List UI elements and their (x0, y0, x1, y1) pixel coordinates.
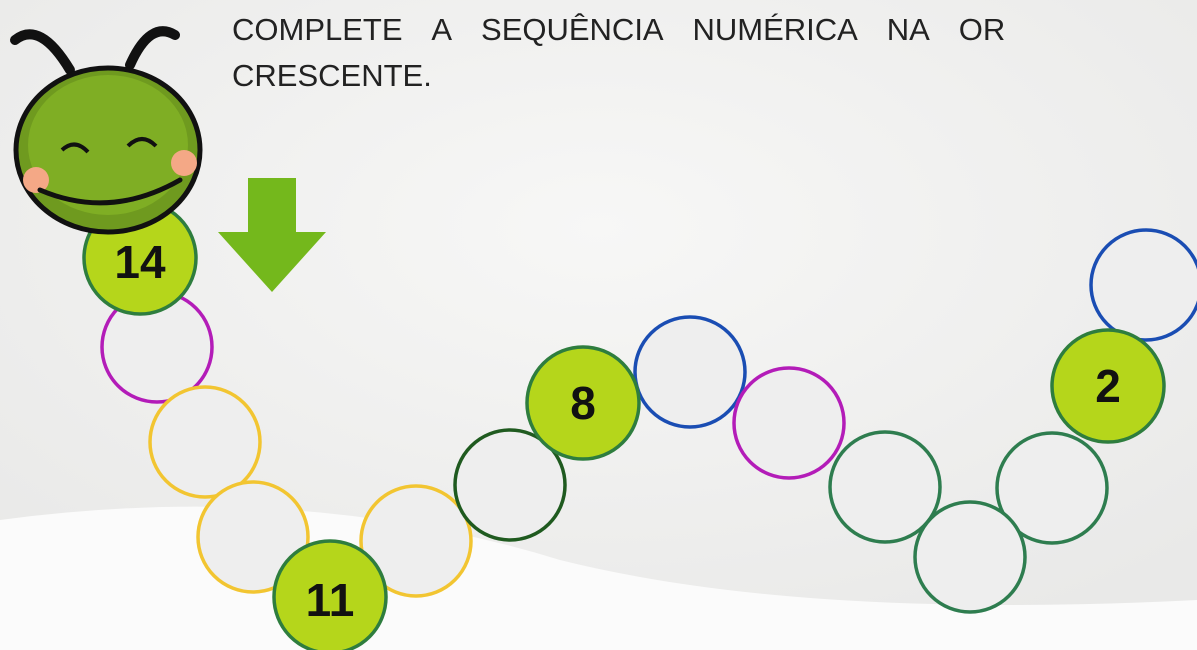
empty-circle (734, 368, 844, 478)
number-label: 11 (306, 574, 355, 626)
worksheet: COMPLETE A SEQUÊNCIA NUMÉRICA NA OR CRES… (0, 0, 1197, 650)
instruction-line: CRESCENTE. (232, 58, 432, 93)
number-label: 14 (114, 236, 166, 288)
instruction-line: COMPLETE A SEQUÊNCIA NUMÉRICA NA OR (232, 12, 1005, 47)
empty-circle (915, 502, 1025, 612)
page: COMPLETE A SEQUÊNCIA NUMÉRICA NA OR CRES… (0, 0, 1197, 650)
number-label: 8 (570, 377, 596, 429)
empty-circle (150, 387, 260, 497)
empty-circle (1091, 230, 1197, 340)
empty-circle (635, 317, 745, 427)
number-label: 2 (1095, 360, 1121, 412)
